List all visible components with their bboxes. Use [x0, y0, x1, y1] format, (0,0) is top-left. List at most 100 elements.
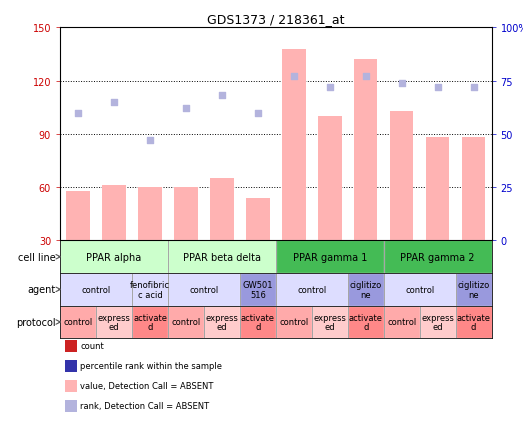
Point [182, 105, 190, 112]
Text: express
ed: express ed [98, 313, 131, 332]
Bar [318, 117, 342, 241]
Bar [168, 273, 240, 306]
Title: GDS1373 / 218361_at: GDS1373 / 218361_at [207, 13, 345, 26]
Bar [66, 191, 90, 241]
Text: percentile rank within the sample: percentile rank within the sample [80, 362, 222, 370]
Bar [384, 306, 419, 339]
Bar [240, 273, 276, 306]
Text: ciglitizo
ne: ciglitizo ne [350, 280, 382, 299]
Bar [348, 273, 384, 306]
Text: value, Detection Call = ABSENT: value, Detection Call = ABSENT [80, 381, 213, 390]
Bar [456, 273, 492, 306]
Bar [204, 306, 240, 339]
Bar [60, 273, 132, 306]
Text: control: control [189, 285, 219, 294]
Bar [276, 241, 384, 273]
Text: fenofibric
c acid: fenofibric c acid [130, 280, 170, 299]
Text: control: control [387, 318, 416, 327]
Point [146, 138, 154, 145]
Text: ciglitizo
ne: ciglitizo ne [458, 280, 490, 299]
Bar [276, 241, 384, 273]
Bar [174, 187, 198, 241]
Bar [276, 306, 312, 339]
Text: control: control [63, 318, 93, 327]
Bar [168, 241, 276, 273]
Bar [132, 273, 168, 306]
Bar [240, 306, 276, 339]
Bar [132, 306, 168, 339]
Bar [168, 241, 276, 273]
Bar [312, 306, 348, 339]
Point [326, 84, 334, 91]
Text: control: control [82, 285, 111, 294]
Bar [312, 306, 348, 339]
Point [434, 84, 442, 91]
Text: PPAR alpha: PPAR alpha [86, 252, 142, 262]
Bar [139, 187, 162, 241]
Bar [210, 179, 234, 241]
Bar [348, 273, 384, 306]
Point [397, 80, 406, 87]
Text: control: control [405, 285, 434, 294]
Bar [456, 273, 492, 306]
Bar [60, 241, 168, 273]
Bar [419, 306, 456, 339]
Bar [168, 306, 204, 339]
Text: protocol: protocol [16, 317, 56, 327]
Text: GW501
516: GW501 516 [243, 280, 273, 299]
Point [290, 74, 298, 81]
Point [110, 99, 118, 106]
Bar [384, 241, 492, 273]
Bar [132, 306, 168, 339]
Bar [240, 306, 276, 339]
Bar [426, 138, 449, 241]
Text: activate
d: activate d [349, 313, 383, 332]
Bar [419, 306, 456, 339]
Text: count: count [80, 342, 104, 350]
Bar [60, 306, 96, 339]
Point [361, 74, 370, 81]
Bar [96, 306, 132, 339]
Point [218, 93, 226, 100]
Text: control: control [279, 318, 309, 327]
Text: agent: agent [28, 285, 56, 295]
Bar [282, 49, 305, 241]
Bar [384, 241, 492, 273]
Bar [384, 273, 456, 306]
Bar [276, 273, 348, 306]
Bar [168, 306, 204, 339]
Bar [246, 198, 269, 241]
Bar [103, 186, 126, 241]
Text: rank, Detection Call = ABSENT: rank, Detection Call = ABSENT [80, 401, 209, 410]
Bar [96, 306, 132, 339]
Text: activate
d: activate d [133, 313, 167, 332]
Text: PPAR beta delta: PPAR beta delta [183, 252, 261, 262]
Bar [348, 306, 384, 339]
Bar [354, 60, 378, 241]
Bar [204, 306, 240, 339]
Bar [462, 138, 485, 241]
Bar [60, 306, 96, 339]
Point [254, 110, 262, 117]
Bar [60, 241, 168, 273]
Bar [276, 306, 312, 339]
Text: PPAR gamma 2: PPAR gamma 2 [401, 252, 475, 262]
Point [74, 110, 82, 117]
Bar [390, 112, 413, 241]
Bar [276, 273, 348, 306]
Text: express
ed: express ed [313, 313, 346, 332]
Text: activate
d: activate d [457, 313, 491, 332]
Text: activate
d: activate d [241, 313, 275, 332]
Text: express
ed: express ed [206, 313, 238, 332]
Bar [240, 273, 276, 306]
Text: cell line: cell line [18, 252, 56, 262]
Point [470, 84, 478, 91]
Text: control: control [297, 285, 326, 294]
Bar [60, 273, 132, 306]
Bar [168, 273, 240, 306]
Bar [384, 273, 456, 306]
Bar [456, 306, 492, 339]
Bar [348, 306, 384, 339]
Text: control: control [172, 318, 201, 327]
Bar [132, 273, 168, 306]
